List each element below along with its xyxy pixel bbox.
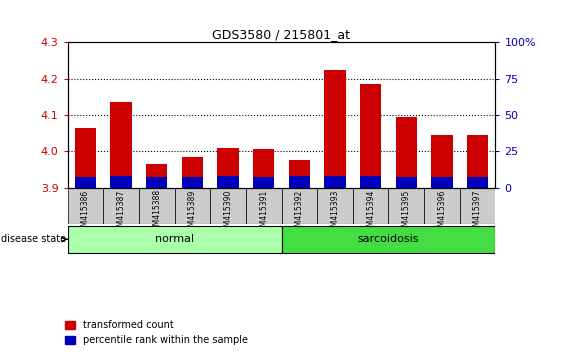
Bar <box>146 164 167 188</box>
Bar <box>75 177 96 188</box>
FancyBboxPatch shape <box>282 188 317 224</box>
Text: GSM415397: GSM415397 <box>473 189 482 236</box>
Bar <box>467 177 488 188</box>
Text: GSM415389: GSM415389 <box>188 189 197 236</box>
Bar <box>396 177 417 188</box>
Bar <box>253 177 274 188</box>
Text: GSM415393: GSM415393 <box>330 189 339 236</box>
Bar <box>431 135 453 188</box>
FancyBboxPatch shape <box>68 188 103 224</box>
Text: sarcoidosis: sarcoidosis <box>358 234 419 244</box>
FancyBboxPatch shape <box>388 188 424 224</box>
Bar <box>289 176 310 188</box>
Title: GDS3580 / 215801_at: GDS3580 / 215801_at <box>212 28 351 41</box>
Legend: transformed count, percentile rank within the sample: transformed count, percentile rank withi… <box>61 316 252 349</box>
Text: GSM415396: GSM415396 <box>437 189 446 236</box>
Bar <box>360 84 381 188</box>
Text: GSM415391: GSM415391 <box>259 189 268 236</box>
FancyBboxPatch shape <box>103 188 139 224</box>
Text: GSM415390: GSM415390 <box>224 189 233 236</box>
FancyBboxPatch shape <box>175 188 210 224</box>
Text: normal: normal <box>155 234 194 244</box>
Bar <box>182 177 203 188</box>
FancyBboxPatch shape <box>246 188 282 224</box>
Bar <box>289 160 310 188</box>
Bar <box>110 176 132 188</box>
Text: GSM415388: GSM415388 <box>152 189 161 235</box>
Bar <box>396 117 417 188</box>
FancyBboxPatch shape <box>353 188 388 224</box>
FancyBboxPatch shape <box>282 226 495 253</box>
Bar <box>253 149 274 188</box>
Text: GSM415394: GSM415394 <box>366 189 375 236</box>
Text: GSM415387: GSM415387 <box>117 189 126 236</box>
Text: GSM415386: GSM415386 <box>81 189 90 236</box>
Bar <box>324 70 346 188</box>
Bar <box>217 148 239 188</box>
Bar <box>467 135 488 188</box>
Bar <box>110 102 132 188</box>
FancyBboxPatch shape <box>460 188 495 224</box>
FancyBboxPatch shape <box>68 226 282 253</box>
FancyBboxPatch shape <box>139 188 175 224</box>
Bar <box>182 157 203 188</box>
Text: GSM415395: GSM415395 <box>402 189 411 236</box>
FancyBboxPatch shape <box>424 188 460 224</box>
Bar <box>75 128 96 188</box>
Bar <box>360 176 381 188</box>
FancyBboxPatch shape <box>317 188 353 224</box>
Bar <box>146 177 167 188</box>
Text: disease state: disease state <box>1 234 66 244</box>
Bar <box>217 176 239 188</box>
FancyBboxPatch shape <box>210 188 246 224</box>
Bar <box>324 176 346 188</box>
Text: GSM415392: GSM415392 <box>295 189 304 236</box>
Bar <box>431 177 453 188</box>
